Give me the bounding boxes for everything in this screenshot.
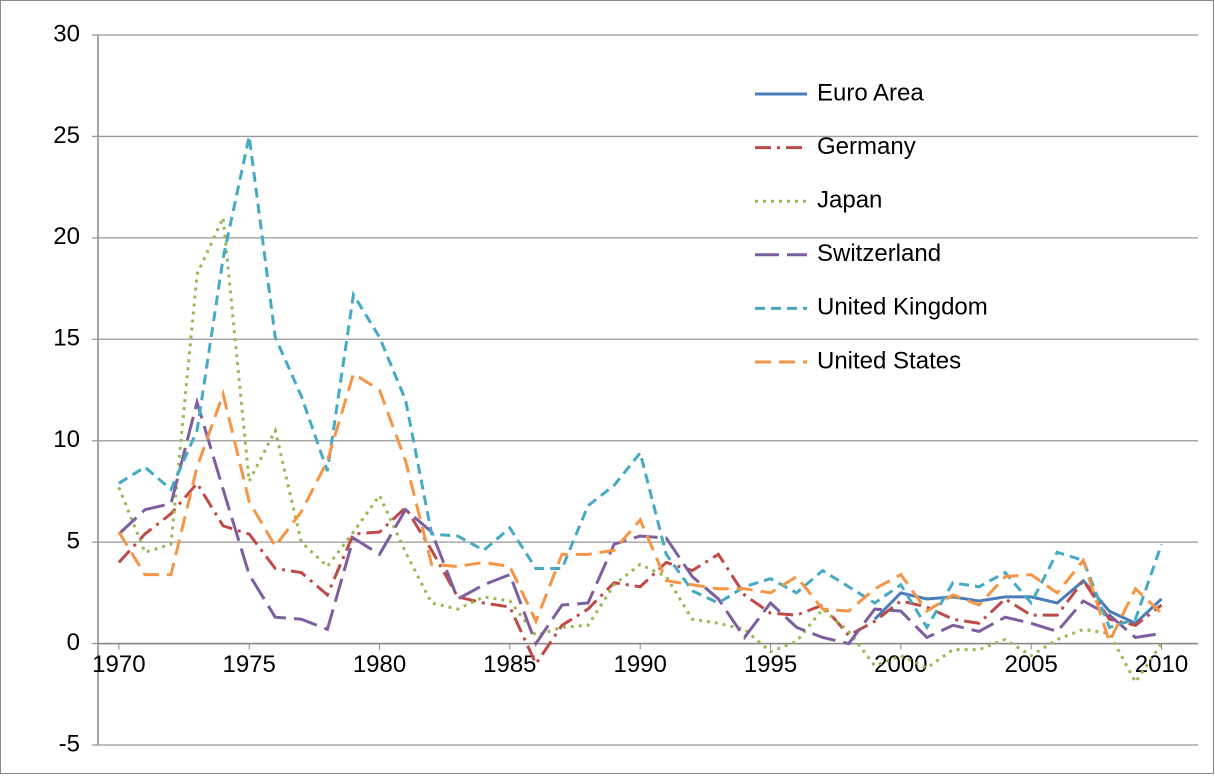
series-line <box>117 480 1163 667</box>
y-tick-label: 10 <box>53 426 80 453</box>
y-tick-label: 15 <box>53 325 80 352</box>
x-tick-label: 1970 <box>92 651 145 678</box>
y-tick-label: 20 <box>53 223 80 250</box>
y-tick-label: 30 <box>53 20 80 47</box>
x-tick-label: 1990 <box>613 651 666 678</box>
legend-label: Japan <box>817 187 882 214</box>
series-line <box>118 136 1163 631</box>
x-tick-label: 1975 <box>222 651 275 678</box>
series-line <box>873 578 1163 626</box>
series-line <box>117 396 1162 647</box>
y-tick-label: -5 <box>59 730 80 757</box>
y-tick-label: 5 <box>67 527 80 554</box>
legend-label: Euro Area <box>817 79 924 106</box>
legend-label: Switzerland <box>817 240 941 267</box>
legend-label: United States <box>817 347 961 374</box>
x-tick-label: 1995 <box>744 651 797 678</box>
series-line <box>117 211 1163 686</box>
legend-label: United Kingdom <box>817 294 988 321</box>
x-tick-label: 1980 <box>353 651 406 678</box>
x-tick-label: 1985 <box>483 651 536 678</box>
x-tick-label: 2010 <box>1135 651 1188 678</box>
x-tick-label: 2000 <box>874 651 927 678</box>
legend-label: Germany <box>817 133 916 160</box>
series-line <box>117 371 1163 646</box>
y-tick-label: 25 <box>53 122 80 149</box>
y-tick-label: 0 <box>67 629 80 656</box>
